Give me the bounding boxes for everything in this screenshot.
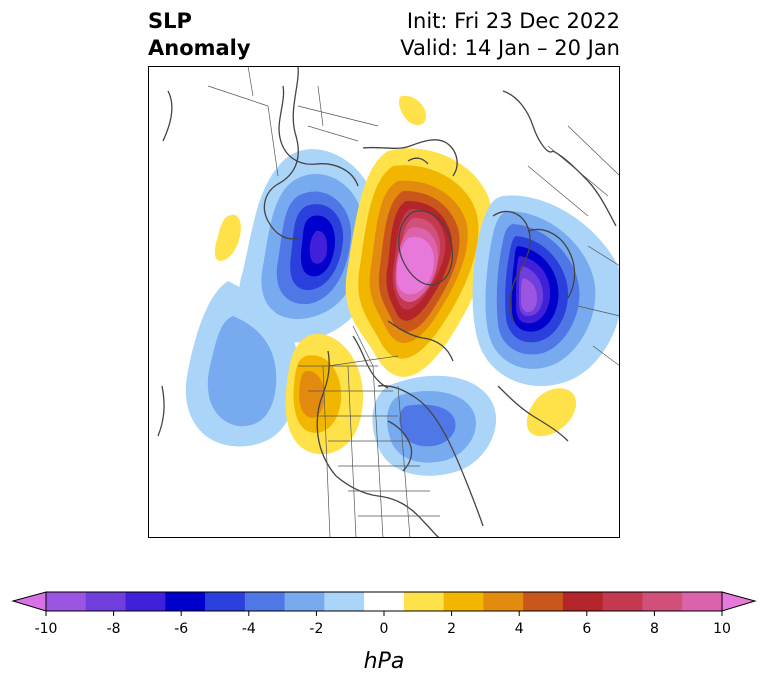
- high-north-africa: [398, 95, 426, 126]
- colorbar-bin: [443, 592, 484, 611]
- borders: [207, 66, 620, 538]
- colorbar-cells: [46, 592, 723, 611]
- colorbar-bin: [85, 592, 127, 611]
- colorbar-tick-label: 6: [582, 621, 591, 637]
- anomaly-fields: [148, 66, 620, 538]
- colorbar-extend-high: [721, 591, 757, 612]
- high-arctic-greenland: [345, 148, 493, 377]
- colorbar-ticks: -10 -8 -6 -4 -2 0 2 4 6 8 10: [35, 611, 731, 637]
- valid-range: Valid: 14 Jan – 20 Jan: [400, 36, 620, 60]
- colorbar-tick-label: -8: [107, 621, 121, 637]
- colorbar-bin: [205, 592, 246, 611]
- title-anomaly: Anomaly: [148, 36, 251, 60]
- colorbar: -10 -8 -6 -4 -2 0 2 4 6 8 10 hPa: [11, 591, 757, 674]
- title-right: Init: Fri 23 Dec 2022 Valid: 14 Jan – 20…: [400, 8, 620, 62]
- high-central-asia: [214, 214, 241, 261]
- colorbar-tick-label: 4: [515, 621, 524, 637]
- title-variable: SLP: [148, 9, 192, 33]
- init-date: Init: Fri 23 Dec 2022: [406, 9, 620, 33]
- colorbar-bin: [523, 592, 564, 611]
- colorbar-bin: [682, 592, 723, 611]
- colorbar-bin: [284, 592, 325, 611]
- colorbar-tick-label: -2: [309, 621, 323, 637]
- colorbar-bin: [364, 592, 405, 611]
- colorbar-bin: [324, 592, 365, 611]
- anomaly-map: [148, 66, 620, 538]
- low-east-siberia: [239, 149, 379, 343]
- coastlines: [157, 66, 617, 538]
- low-north-europe: [472, 195, 620, 386]
- colorbar-tick-label: 8: [650, 621, 659, 637]
- colorbar-bin: [602, 592, 643, 611]
- colorbar-bin: [125, 592, 166, 611]
- title-left: SLP Anomaly: [148, 8, 251, 62]
- low-eastern-north-america: [372, 375, 497, 476]
- colorbar-tick-label: 10: [713, 621, 731, 637]
- colorbar-bin: [642, 592, 683, 611]
- colorbar-bin: [483, 592, 524, 611]
- colorbar-tick-label: -4: [242, 621, 256, 637]
- colorbar-bin: [46, 592, 87, 611]
- low-north-pacific: [185, 281, 298, 447]
- colorbar-tick-label: -10: [35, 621, 58, 637]
- colorbar-tick-label: 0: [380, 621, 389, 637]
- colorbar-unit: hPa: [364, 649, 405, 674]
- colorbar-tick-label: 2: [447, 621, 456, 637]
- colorbar-bin: [165, 592, 206, 611]
- colorbar-extend-low: [11, 591, 47, 612]
- colorbar-bin: [244, 592, 286, 611]
- colorbar-bin: [562, 592, 604, 611]
- colorbar-bin: [403, 592, 445, 611]
- map-border: [148, 66, 620, 538]
- high-north-atlantic: [526, 388, 577, 437]
- colorbar-tick-label: -6: [174, 621, 188, 637]
